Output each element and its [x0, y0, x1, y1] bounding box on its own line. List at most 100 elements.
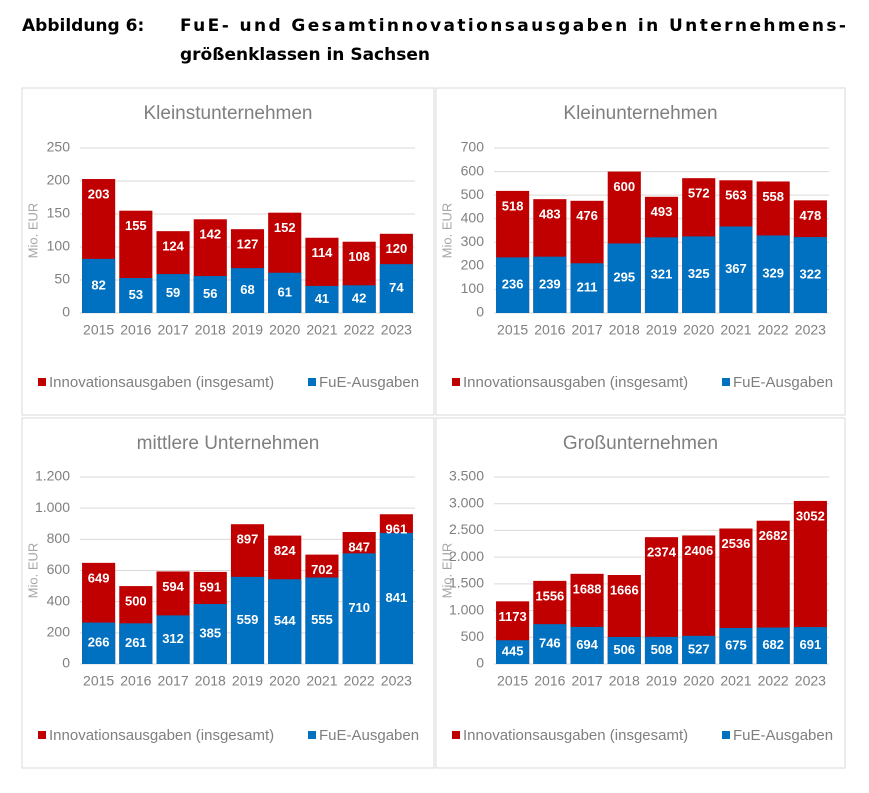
- x-tick-label: 2019: [646, 322, 677, 338]
- bar: [156, 615, 190, 664]
- x-tick-label: 2021: [720, 673, 751, 689]
- legend-label: FuE-Ausgaben: [733, 727, 833, 744]
- x-tick-label: 2023: [381, 673, 412, 689]
- bar: [268, 579, 302, 664]
- bar: [342, 553, 376, 664]
- x-tick-label: 2019: [646, 673, 677, 689]
- x-tick-label: 2016: [534, 322, 565, 338]
- y-tick-label: 50: [54, 271, 70, 287]
- data-label: 211: [577, 280, 598, 295]
- y-tick-label: 3.000: [449, 494, 484, 510]
- chart-title: Großunternehmen: [563, 433, 718, 454]
- data-label: 312: [162, 631, 184, 646]
- data-label: 3052: [796, 508, 825, 523]
- data-label: 127: [237, 237, 259, 252]
- data-label: 824: [274, 543, 296, 558]
- x-tick-label: 2020: [269, 673, 300, 689]
- x-tick-label: 2017: [157, 322, 188, 338]
- data-label: 544: [274, 613, 296, 628]
- data-label: 591: [199, 579, 221, 594]
- data-label: 321: [651, 267, 673, 282]
- data-label: 682: [762, 637, 784, 652]
- y-tick-label: 2.500: [449, 521, 484, 537]
- data-label: 476: [576, 208, 598, 223]
- y-tick-label: 700: [461, 139, 485, 155]
- bar: [379, 532, 413, 664]
- data-label: 239: [539, 276, 561, 291]
- data-label: 500: [125, 594, 147, 609]
- data-label: 152: [274, 220, 296, 235]
- legend-swatch: [38, 731, 46, 739]
- data-label: 483: [539, 207, 561, 222]
- y-tick-label: 500: [461, 628, 485, 644]
- legend-swatch: [452, 378, 460, 386]
- data-label: 518: [502, 198, 524, 213]
- chart-title: Kleinunternehmen: [563, 103, 717, 124]
- data-label: 1556: [535, 588, 564, 603]
- data-label: 142: [199, 227, 221, 242]
- x-tick-label: 2021: [306, 673, 337, 689]
- y-tick-label: 400: [47, 592, 71, 608]
- bar: [682, 236, 716, 313]
- bar: [342, 285, 376, 313]
- bar: [682, 635, 716, 664]
- y-tick-label: 100: [461, 280, 485, 296]
- bar: [719, 627, 753, 664]
- bar: [756, 235, 790, 313]
- x-tick-label: 2017: [157, 673, 188, 689]
- data-label: 1688: [573, 581, 602, 596]
- legend-swatch: [452, 731, 460, 739]
- legend-label: FuE-Ausgaben: [733, 374, 833, 391]
- y-tick-label: 200: [47, 624, 71, 640]
- data-label: 746: [539, 636, 561, 651]
- data-label: 236: [502, 277, 524, 292]
- legend-swatch: [38, 378, 46, 386]
- x-tick-label: 2022: [344, 322, 375, 338]
- data-label: 649: [88, 570, 110, 585]
- x-tick-label: 2020: [269, 322, 300, 338]
- legend-label: Innovationsausgaben (insgesamt): [463, 374, 688, 391]
- data-label: 53: [129, 287, 143, 302]
- bar: [305, 577, 339, 664]
- data-label: 563: [725, 188, 747, 203]
- y-tick-label: 1.000: [35, 499, 70, 515]
- bar: [119, 623, 153, 664]
- data-label: 41: [315, 291, 329, 306]
- data-label: 266: [88, 635, 110, 650]
- chart-title: mittlere Unternehmen: [137, 433, 320, 454]
- y-axis-title: Mio. EUR: [439, 543, 454, 599]
- legend-label: FuE-Ausgaben: [319, 374, 419, 391]
- legend-label: Innovationsausgaben (insgesamt): [49, 727, 274, 744]
- bar: [268, 272, 302, 313]
- x-tick-label: 2018: [195, 673, 226, 689]
- x-tick-label: 2019: [232, 673, 263, 689]
- data-label: 42: [352, 291, 366, 306]
- x-tick-label: 2020: [683, 322, 714, 338]
- data-label: 124: [162, 239, 184, 254]
- bar: [82, 258, 116, 313]
- data-label: 2536: [721, 536, 750, 551]
- x-tick-label: 2016: [120, 673, 151, 689]
- x-tick-label: 2022: [758, 322, 789, 338]
- x-tick-label: 2018: [609, 322, 640, 338]
- legend-swatch: [308, 378, 316, 386]
- legend-label: Innovationsausgaben (insgesamt): [463, 727, 688, 744]
- data-label: 572: [688, 186, 710, 201]
- x-tick-label: 2018: [609, 673, 640, 689]
- y-axis-title: Mio. EUR: [25, 203, 40, 259]
- bar: [379, 264, 413, 313]
- x-tick-label: 2022: [344, 673, 375, 689]
- data-label: 897: [237, 532, 259, 547]
- x-tick-label: 2015: [497, 322, 528, 338]
- y-tick-label: 100: [47, 238, 71, 254]
- data-label: 558: [762, 189, 784, 204]
- bar: [230, 576, 265, 664]
- data-label: 559: [237, 612, 259, 627]
- figure-title: FuE- und Gesamtinnovationsausgaben in Un…: [180, 16, 846, 36]
- bar: [644, 237, 679, 313]
- data-label: 555: [311, 612, 333, 627]
- data-label: 295: [613, 270, 635, 285]
- data-label: 506: [613, 642, 635, 657]
- bar: [496, 257, 530, 313]
- data-label: 59: [166, 285, 180, 300]
